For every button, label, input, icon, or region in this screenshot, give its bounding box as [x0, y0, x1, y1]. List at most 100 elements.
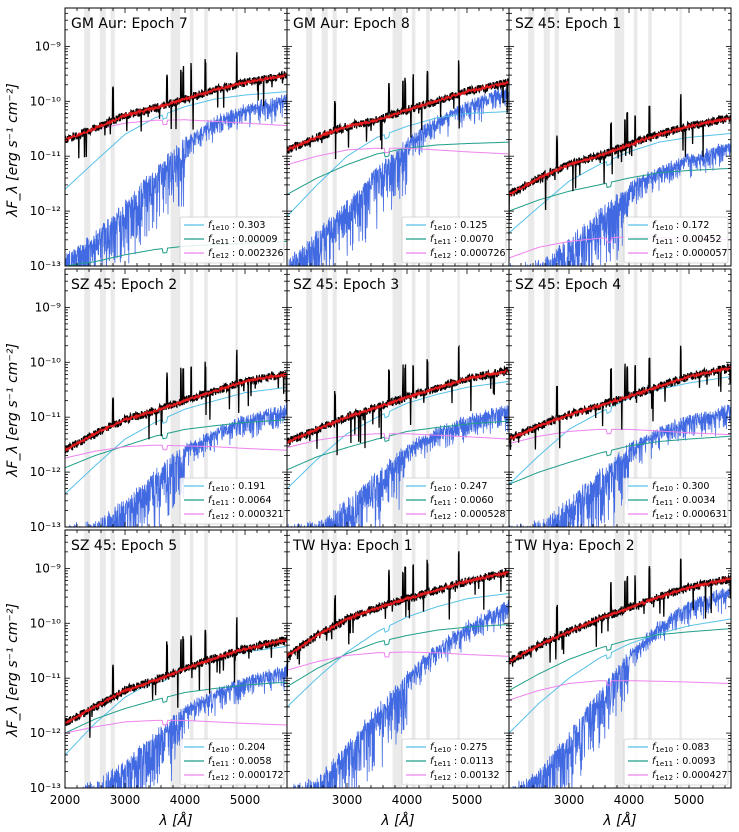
photosphere-series — [65, 94, 287, 266]
panel-1: GM Aur: Epoch 7 10⁻¹³ 10⁻¹² 10⁻¹¹ 10⁻¹⁰ 10⁻⁹ f… — [30, 7, 288, 273]
legend: f1e10 : 0.300 f1e11 : 0.0034 f1e12 : 0.000… — [623, 477, 729, 525]
masked-band — [648, 269, 652, 527]
f1e11-series — [65, 681, 287, 734]
masked-band — [306, 8, 313, 266]
legend: f1e10 : 0.204 f1e11 : 0.0058 f1e12 : 0.000… — [179, 738, 285, 786]
legend-box — [179, 738, 285, 786]
masked-band — [614, 530, 625, 788]
y-axis-label-row-1: λF_λ [erg s⁻¹ cm⁻²] — [5, 83, 21, 218]
plot-area — [509, 530, 731, 788]
legend: f1e10 : 0.172 f1e11 : 0.00452 f1e12 : 0.00… — [623, 216, 729, 264]
masked-band — [392, 8, 403, 266]
masked-band — [411, 269, 416, 527]
panel-title: SZ 45: Epoch 1 — [515, 16, 621, 32]
f1e10-series — [509, 376, 731, 485]
legend-entry-text: f1e12 : 0.000321 — [208, 509, 284, 521]
panel-frame — [508, 7, 732, 267]
masked-band — [543, 8, 550, 266]
panel-title: GM Aur: Epoch 7 — [71, 16, 188, 32]
y-tick-label: 10⁻¹⁰ — [30, 616, 61, 630]
masked-band — [457, 8, 460, 266]
observed-spectrum — [509, 94, 731, 222]
legend-box — [401, 477, 507, 525]
x-tick-label: 5000 — [674, 793, 705, 807]
model-spectrum — [509, 116, 731, 198]
y-tick-label: 10⁻¹² — [30, 204, 61, 218]
f1e12-series — [509, 428, 731, 445]
legend-entry-text: f1e12 : 0.000172 — [208, 770, 284, 782]
x-tick-label: 3000 — [110, 793, 141, 807]
plot-area — [287, 8, 509, 266]
f1e10-series — [287, 111, 509, 217]
y-tick-label: 10⁻¹¹ — [30, 671, 61, 685]
panel-title: TW Hya: Epoch 2 — [514, 538, 635, 554]
x-tick-label: 3000 — [332, 793, 363, 807]
x-tick-label: 5000 — [452, 793, 483, 807]
masked-band — [332, 8, 337, 266]
legend-box — [401, 216, 507, 264]
legend-entry-text: f1e11 : 0.0058 — [208, 756, 272, 768]
masked-band — [528, 8, 535, 266]
model-spectrum — [65, 372, 287, 452]
model-spectrum — [287, 570, 509, 658]
photosphere-series — [512, 585, 731, 788]
legend-entry-text: f1e10 : 0.275 — [430, 742, 487, 754]
photosphere-series — [69, 403, 287, 527]
panel-frame — [508, 268, 732, 528]
plot-area — [287, 530, 509, 788]
masked-band — [306, 269, 313, 527]
masked-band — [99, 8, 106, 266]
legend-entry-text: f1e11 : 0.0060 — [430, 495, 494, 507]
plot-area — [65, 269, 287, 527]
y-tick-label: 10⁻¹² — [30, 465, 61, 479]
legend-entry-text: f1e12 : 0.000057 — [652, 248, 728, 260]
legend-entry-text: f1e12 : 0.000528 — [430, 509, 506, 521]
y-tick-label: 10⁻¹⁰ — [30, 355, 61, 369]
panel-title: SZ 45: Epoch 2 — [71, 277, 177, 293]
masked-band — [99, 269, 106, 527]
masked-band — [679, 8, 682, 266]
masked-band — [426, 269, 430, 527]
panel-9: TW Hya: Epoch 2 3000 4000 5000 f1e10 : 0.083… — [508, 529, 732, 807]
masked-band — [170, 269, 181, 527]
y-tick-label: 10⁻¹² — [30, 726, 61, 740]
photosphere-series — [509, 404, 731, 527]
panel-8: TW Hya: Epoch 1 3000 4000 5000 f1e10 : 0.275… — [286, 529, 510, 807]
y-tick-label: 10⁻¹³ — [30, 781, 61, 795]
legend-entry-text: f1e10 : 0.300 — [652, 481, 709, 493]
masked-band — [170, 8, 181, 266]
f1e11-series — [509, 628, 731, 691]
legend-entry-text: f1e10 : 0.083 — [652, 742, 709, 754]
model-spectrum — [65, 638, 287, 726]
legend-entry-text: f1e12 : 0.000726 — [430, 248, 506, 260]
legend-box — [623, 738, 729, 786]
legend-entry-text: f1e11 : 0.0034 — [652, 495, 716, 507]
plot-area — [287, 269, 509, 527]
panel-2: GM Aur: Epoch 8 f1e10 : 0.125 f1e11 : 0.00… — [286, 7, 510, 267]
f1e11-series — [287, 624, 509, 688]
panel-3: SZ 45: Epoch 1 f1e10 : 0.172 f1e11 : 0.004… — [508, 7, 732, 267]
legend: f1e10 : 0.303 f1e11 : 0.00009 f1e12 : 0.00… — [179, 216, 285, 264]
panel-4: SZ 45: Epoch 2 10⁻¹³ 10⁻¹² 10⁻¹¹ 10⁻¹⁰ 10⁻⁹ f1… — [30, 268, 288, 534]
masked-band — [170, 530, 181, 788]
masked-band — [204, 8, 208, 266]
masked-band — [457, 530, 460, 788]
x-tick-label: 4000 — [170, 793, 201, 807]
masked-band — [321, 530, 328, 788]
y-tick-label: 10⁻⁹ — [35, 300, 62, 314]
x-tick-label: 3000 — [554, 793, 585, 807]
legend: f1e10 : 0.275 f1e11 : 0.0113 f1e12 : 0.001… — [401, 738, 507, 786]
masked-band — [614, 8, 625, 266]
legend-box — [623, 477, 729, 525]
y-tick-label: 10⁻⁹ — [35, 561, 62, 575]
legend-entry-text: f1e10 : 0.172 — [652, 220, 709, 232]
f1e10-series — [65, 386, 287, 495]
legend-entry-text: f1e12 : 0.00132 — [430, 770, 500, 782]
legend-box — [401, 738, 507, 786]
x-axis-label-col-3: λ [Å] — [602, 812, 636, 829]
legend: f1e10 : 0.191 f1e11 : 0.0064 f1e12 : 0.000… — [179, 477, 285, 525]
model-spectrum — [287, 369, 509, 444]
masked-band — [528, 269, 535, 527]
panel-6: SZ 45: Epoch 4 f1e10 : 0.300 f1e11 : 0.003… — [508, 268, 732, 528]
masked-band — [84, 8, 91, 266]
